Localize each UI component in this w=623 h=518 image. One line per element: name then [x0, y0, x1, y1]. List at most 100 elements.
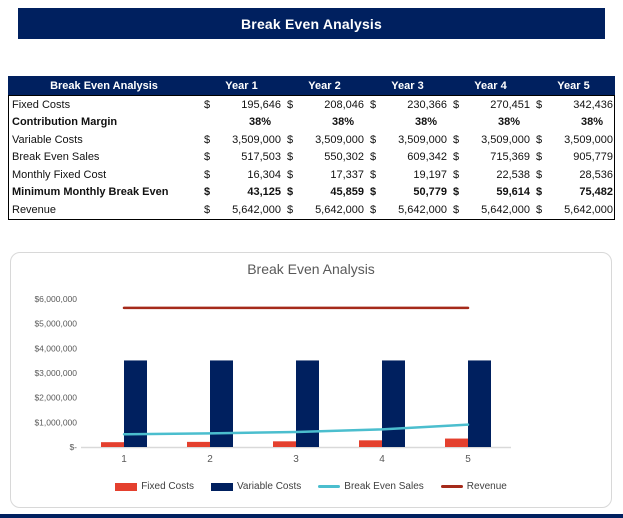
bar-variable-costs [382, 360, 405, 447]
table-cell: $28,536 [533, 166, 616, 184]
currency-symbol: $ [453, 151, 460, 164]
currency-symbol: $ [204, 151, 211, 164]
cell-value: 5,642,000 [481, 203, 530, 216]
table-row: Revenue $5,642,000 $5,642,000 $5,642,000 $5,… [9, 201, 614, 219]
legend-item: Fixed Costs [115, 481, 194, 492]
table-cell: $230,366 [367, 96, 450, 114]
legend-swatch-fixed-costs [115, 482, 138, 491]
cell-value: 28,536 [579, 168, 613, 181]
y-axis-tick-label: $4,000,000 [34, 343, 77, 353]
break-even-chart: Break Even Analysis $- $1,000,000 $2,000,0… [10, 252, 612, 508]
table-cell: 38% [367, 114, 450, 132]
table-cell: $50,779 [367, 184, 450, 202]
cell-value: 38% [497, 116, 520, 129]
legend-label: Break Even Sales [344, 481, 424, 492]
table-cell: $609,342 [367, 149, 450, 167]
currency-symbol: $ [204, 186, 211, 199]
table-row: Monthly Fixed Cost $16,304 $17,337 $19,197 $… [9, 166, 614, 184]
legend-item: Variable Costs [210, 481, 301, 492]
table-cell: $5,642,000 [284, 201, 367, 219]
cell-value: 550,302 [324, 151, 364, 164]
cell-value: 3,509,000 [232, 133, 281, 146]
table-cell: $22,538 [450, 166, 533, 184]
currency-symbol: $ [453, 98, 460, 111]
row-label: Minimum Monthly Break Even [12, 186, 169, 199]
table-cell: $3,509,000 [533, 131, 616, 149]
currency-symbol: $ [536, 151, 543, 164]
currency-symbol: $ [453, 133, 460, 146]
currency-symbol: $ [536, 98, 543, 111]
table-header-year: Year 1 [225, 79, 258, 92]
line-break-even-sales [122, 423, 470, 436]
footer-bar [0, 514, 623, 518]
legend-item: Revenue [440, 481, 507, 492]
legend-swatch-revenue [440, 485, 463, 488]
table-cell: $3,509,000 [201, 131, 284, 149]
table-cell: $3,509,000 [367, 131, 450, 149]
currency-symbol: $ [204, 203, 211, 216]
table-cell: $5,642,000 [201, 201, 284, 219]
legend-label: Revenue [466, 481, 507, 492]
currency-symbol: $ [453, 168, 460, 181]
currency-symbol: $ [536, 168, 543, 181]
table-cell: $3,509,000 [284, 131, 367, 149]
table-cell: $5,642,000 [450, 201, 533, 219]
table-cell: $905,779 [533, 149, 616, 167]
x-axis-category-label: 2 [207, 454, 213, 465]
table-cell: $16,304 [201, 166, 284, 184]
table-cell: 38% [533, 114, 616, 132]
cell-value: 5,642,000 [315, 203, 364, 216]
bar-fixed-costs [359, 440, 382, 447]
currency-symbol: $ [370, 203, 377, 216]
x-axis-category-label: 5 [465, 454, 471, 465]
table-cell: $59,614 [450, 184, 533, 202]
table-row: Fixed Costs $195,646 $208,046 $230,366 $270,… [9, 96, 614, 114]
table-cell: $5,642,000 [367, 201, 450, 219]
cell-value: 517,503 [241, 151, 281, 164]
table-body: Fixed Costs $195,646 $208,046 $230,366 $270,… [8, 95, 615, 220]
legend-swatch-variable-costs [210, 482, 233, 491]
table-cell: $342,436 [533, 96, 616, 114]
chart-title: Break Even Analysis [247, 261, 375, 277]
table-cell: $195,646 [201, 96, 284, 114]
row-label: Contribution Margin [12, 116, 118, 129]
y-axis-tick-label: $3,000,000 [34, 368, 77, 378]
currency-symbol: $ [370, 133, 377, 146]
table-header-label: Break Even Analysis [50, 79, 158, 92]
legend-swatch-break-even-sales [318, 485, 341, 488]
legend-label: Fixed Costs [141, 481, 194, 492]
cell-value: 38% [580, 116, 603, 129]
table-cell: 38% [450, 114, 533, 132]
table-header-year: Year 2 [308, 79, 341, 92]
cell-value: 230,366 [407, 98, 447, 111]
y-axis-tick-label: $6,000,000 [34, 294, 77, 304]
cell-value: 3,509,000 [481, 133, 530, 146]
currency-symbol: $ [287, 203, 294, 216]
table-cell: $43,125 [201, 184, 284, 202]
table-row: Break Even Sales $517,503 $550,302 $609,342… [9, 149, 614, 167]
table-cell: $550,302 [284, 149, 367, 167]
row-label: Revenue [12, 203, 57, 216]
x-axis-category-label: 1 [121, 454, 127, 465]
cell-value: 3,509,000 [398, 133, 447, 146]
cell-value: 208,046 [324, 98, 364, 111]
x-axis-category-label: 4 [379, 454, 385, 465]
bar-variable-costs [124, 360, 147, 447]
y-axis-tick-label: $1,000,000 [34, 417, 77, 427]
cell-value: 905,779 [573, 151, 613, 164]
bar-variable-costs [468, 360, 491, 447]
cell-value: 22,538 [496, 168, 530, 181]
cell-value: 59,614 [496, 186, 530, 199]
cell-value: 43,125 [247, 186, 281, 199]
cell-value: 715,369 [490, 151, 530, 164]
currency-symbol: $ [287, 151, 294, 164]
currency-symbol: $ [287, 186, 294, 199]
cell-value: 3,509,000 [315, 133, 364, 146]
currency-symbol: $ [287, 168, 294, 181]
currency-symbol: $ [370, 151, 377, 164]
table-header-year: Year 4 [474, 79, 507, 92]
cell-value: 342,436 [573, 98, 613, 111]
bar-fixed-costs [445, 438, 468, 447]
bar-fixed-costs [187, 441, 210, 447]
bar-fixed-costs [273, 441, 296, 447]
